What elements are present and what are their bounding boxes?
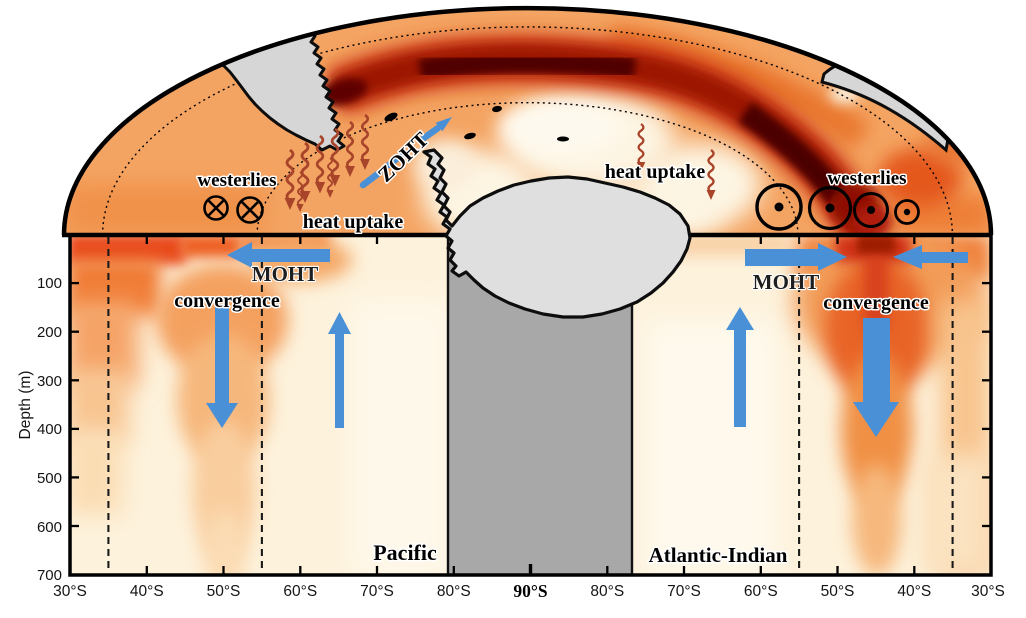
- lat-tick: 30°S: [53, 583, 87, 600]
- lat-tick: 60°S: [744, 583, 778, 600]
- section-dashed-latitude-lines: [107, 237, 954, 573]
- moht-arrow-pacific: [227, 242, 330, 268]
- upwelling-arrow-atlantic: [726, 307, 754, 427]
- depth-tick-600: 600: [37, 519, 62, 536]
- lat-tick: 80°S: [590, 583, 624, 600]
- heat-uptake-label-left: heat uptake: [303, 211, 404, 233]
- heat-uptake-label-right: heat uptake: [605, 161, 706, 183]
- lat-tick: 80°S: [437, 583, 471, 600]
- lat-tick: 30°S: [971, 583, 1005, 600]
- lat-tick: 40°S: [130, 583, 164, 600]
- subantarctic-islands: [384, 105, 569, 142]
- lat-tick: 50°S: [821, 583, 855, 600]
- depth-tick-500: 500: [37, 470, 62, 487]
- lat-tick: 70°S: [360, 583, 394, 600]
- basin-label-pacific: Pacific: [373, 540, 437, 565]
- convergence-label-right: convergence: [823, 292, 929, 314]
- moht-label-left: MOHT: [252, 262, 319, 286]
- lat-tick: 70°S: [667, 583, 701, 600]
- downwelling-arrow-atlantic: [853, 318, 899, 437]
- convergence-arrow-atlantic-east: [893, 245, 968, 269]
- convergence-label-left: convergence: [174, 290, 280, 312]
- lat-tick: 60°S: [283, 583, 317, 600]
- depth-tick-100: 100: [37, 275, 62, 292]
- latitude-circle-35S: [101, 26, 954, 235]
- lat-tick-pole: 90°S: [513, 581, 547, 601]
- depth-tick-300: 300: [37, 373, 62, 390]
- westerlies-label-left: westerlies: [197, 170, 276, 191]
- y-axis-labels: 100 200 300 400 500 600 700 Depth (m): [17, 275, 62, 584]
- x-axis-labels: 30°S 40°S 50°S 60°S 70°S 80°S 90°S 80°S …: [53, 581, 1005, 601]
- upwelling-arrow-pacific: [328, 312, 351, 428]
- zoht-arrow: [359, 117, 452, 189]
- westerlies-label-right: westerlies: [827, 168, 906, 189]
- depth-tick-200: 200: [37, 324, 62, 341]
- depth-tick-400: 400: [37, 421, 62, 438]
- basin-label-atlantic-indian: Atlantic-Indian: [649, 543, 788, 567]
- y-axis-title: Depth (m): [17, 371, 34, 440]
- latitude-circle-55S: [256, 101, 799, 235]
- moht-arrow-atlantic: [745, 243, 847, 271]
- lat-tick: 40°S: [897, 583, 931, 600]
- downwelling-arrow-pacific: [206, 305, 238, 428]
- antarctica-land: [422, 148, 692, 319]
- lat-tick: 50°S: [207, 583, 241, 600]
- depth-tick-700: 700: [37, 567, 62, 584]
- map-dome-outline: [61, 5, 994, 236]
- moht-label-right: MOHT: [753, 270, 820, 294]
- wind-into-page-symbols: [203, 195, 264, 224]
- wind-out-of-page-symbols: [755, 183, 920, 231]
